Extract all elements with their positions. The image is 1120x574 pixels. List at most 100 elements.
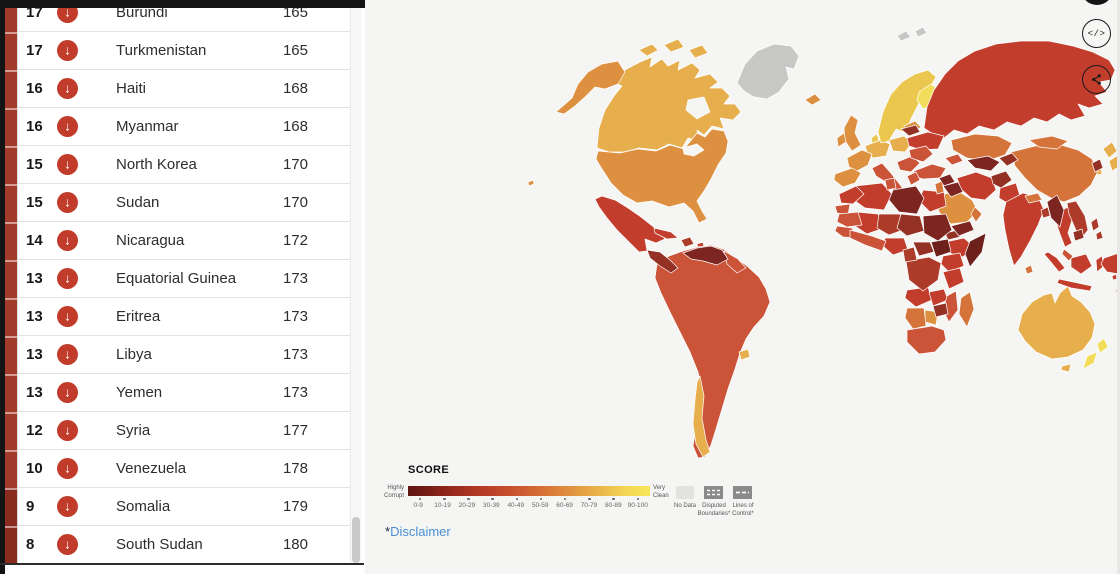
region-central-african-republic[interactable] — [912, 241, 935, 257]
region-syria[interactable] — [938, 173, 956, 187]
region-jordan-israel[interactable] — [934, 180, 945, 195]
table-row[interactable]: 15 ↓ Sudan 170 — [18, 184, 350, 222]
region-balkans[interactable] — [896, 155, 921, 173]
region-belarus[interactable] — [900, 124, 921, 137]
region-arctic-island-3[interactable] — [688, 44, 709, 59]
region-drc[interactable] — [905, 256, 942, 292]
region-indonesia-borneo[interactable] — [1070, 253, 1093, 275]
region-mexico[interactable] — [594, 195, 666, 253]
region-new-guinea[interactable] — [1100, 252, 1120, 275]
table-row[interactable]: 16 ↓ Haiti 168 — [18, 70, 350, 108]
region-venezuela[interactable] — [682, 245, 729, 266]
region-new-zealand-south[interactable] — [1082, 351, 1098, 370]
region-france[interactable] — [846, 149, 873, 172]
region-uk[interactable] — [843, 114, 862, 152]
scrollbar-thumb[interactable] — [352, 517, 360, 563]
region-hawaii[interactable] — [527, 179, 535, 187]
region-caucasus[interactable] — [944, 153, 964, 166]
region-australia[interactable] — [1017, 285, 1096, 360]
region-greenland[interactable] — [736, 43, 800, 100]
region-iraq[interactable] — [942, 181, 964, 198]
region-indonesia-java[interactable] — [1056, 278, 1093, 292]
region-alaska[interactable] — [555, 60, 626, 115]
table-row[interactable]: 8 ↓ South Sudan 180 — [18, 526, 350, 564]
region-cambodia[interactable] — [1072, 228, 1085, 242]
region-kyrgyz-tajik[interactable] — [998, 152, 1019, 167]
table-row[interactable]: 15 ↓ North Korea 170 — [18, 146, 350, 184]
region-romania[interactable] — [908, 145, 934, 163]
region-guyanas[interactable] — [723, 250, 747, 274]
region-svalbard-2[interactable] — [914, 26, 928, 38]
region-iberia[interactable] — [833, 167, 862, 188]
region-cameroon[interactable] — [902, 246, 918, 263]
region-ukraine[interactable] — [906, 131, 945, 151]
region-arctic-island-1[interactable] — [638, 43, 659, 57]
region-west-africa-coast[interactable] — [849, 229, 887, 252]
table-row[interactable]: 13 ↓ Libya 173 — [18, 336, 350, 374]
table-row[interactable]: 9 ↓ Somalia 179 — [18, 488, 350, 526]
region-tunisia[interactable] — [884, 177, 897, 191]
region-kazakhstan[interactable] — [950, 133, 1013, 162]
table-row[interactable]: 10 ↓ Venezuela 178 — [18, 450, 350, 488]
region-uruguay[interactable] — [738, 348, 751, 361]
region-iran[interactable] — [956, 171, 997, 201]
region-canada[interactable] — [596, 56, 742, 153]
region-north-korea[interactable] — [1091, 158, 1104, 173]
table-row[interactable]: 17 ↓ Turkmenistan 165 — [18, 32, 350, 70]
region-russia[interactable] — [923, 40, 1116, 139]
table-row[interactable]: 12 ↓ Syria 177 — [18, 412, 350, 450]
region-ireland[interactable] — [836, 132, 847, 148]
region-somalia[interactable] — [964, 232, 987, 268]
disclaimer-link[interactable]: Disclaimer — [390, 524, 451, 539]
region-nepal[interactable] — [1024, 192, 1043, 204]
table-scrollbar[interactable] — [350, 8, 361, 563]
region-bangladesh[interactable] — [1040, 206, 1051, 219]
table-row[interactable]: 13 ↓ Equatorial Guinea 173 — [18, 260, 350, 298]
region-philippines-1[interactable] — [1090, 217, 1100, 232]
region-arctic-island-2[interactable] — [663, 38, 685, 53]
region-chile[interactable] — [692, 375, 711, 458]
region-cuba[interactable] — [653, 227, 679, 240]
region-angola[interactable] — [904, 286, 933, 308]
region-namibia[interactable] — [904, 307, 927, 330]
collapsed-action-button[interactable] — [1081, 0, 1113, 5]
region-denmark[interactable] — [870, 133, 880, 144]
region-poland[interactable] — [888, 135, 913, 153]
region-chad[interactable] — [896, 213, 925, 237]
region-libya[interactable] — [888, 185, 925, 215]
table-row[interactable]: 13 ↓ Yemen 173 — [18, 374, 350, 412]
region-central-america[interactable] — [646, 249, 679, 274]
region-new-zealand-north[interactable] — [1096, 337, 1109, 354]
region-mongolia[interactable] — [1028, 135, 1069, 150]
region-south-sudan[interactable] — [930, 238, 952, 258]
region-india[interactable] — [1002, 192, 1045, 267]
region-zimbabwe[interactable] — [932, 302, 949, 318]
region-hispaniola[interactable] — [680, 236, 695, 248]
region-malaysia[interactable] — [1061, 248, 1074, 262]
region-turkmen-uzbek[interactable] — [966, 155, 1001, 172]
region-iceland[interactable] — [804, 93, 822, 106]
region-tanzania[interactable] — [942, 267, 965, 290]
table-row[interactable]: 14 ↓ Nicaragua 172 — [18, 222, 350, 260]
region-sudan[interactable] — [922, 213, 953, 242]
region-japan-1[interactable] — [1102, 141, 1118, 159]
region-madagascar[interactable] — [958, 291, 975, 328]
region-svalbard-1[interactable] — [896, 30, 912, 42]
region-morocco[interactable] — [838, 185, 865, 205]
region-philippines-2[interactable] — [1095, 230, 1104, 241]
region-south-africa[interactable] — [906, 325, 947, 355]
region-indonesia-sumatra[interactable] — [1043, 251, 1066, 273]
region-myanmar[interactable] — [1046, 194, 1065, 228]
embed-button[interactable]: </> — [1082, 19, 1111, 48]
region-greece[interactable] — [906, 171, 921, 186]
region-afghanistan[interactable] — [990, 170, 1013, 189]
table-row[interactable]: 16 ↓ Myanmar 168 — [18, 108, 350, 146]
region-south-america[interactable] — [654, 244, 771, 459]
region-mauritania[interactable] — [836, 211, 863, 228]
share-button[interactable] — [1082, 65, 1111, 94]
region-tasmania[interactable] — [1060, 363, 1072, 373]
region-oman[interactable] — [970, 206, 983, 223]
region-yemen[interactable] — [950, 220, 975, 237]
region-sri-lanka[interactable] — [1024, 264, 1034, 275]
table-row[interactable]: 13 ↓ Eritrea 173 — [18, 298, 350, 336]
